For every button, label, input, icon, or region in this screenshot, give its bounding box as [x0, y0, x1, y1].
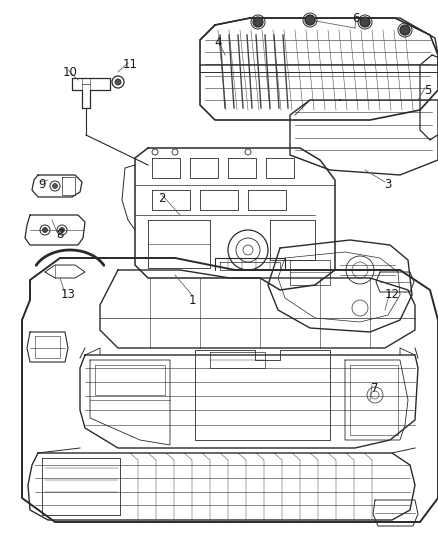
Circle shape: [400, 25, 410, 35]
Text: 8: 8: [57, 229, 64, 241]
Text: 5: 5: [424, 84, 432, 96]
Text: 10: 10: [63, 66, 78, 78]
Text: 11: 11: [123, 59, 138, 71]
Circle shape: [53, 183, 57, 189]
Circle shape: [253, 17, 263, 27]
Circle shape: [305, 15, 315, 25]
Text: 13: 13: [60, 288, 75, 302]
Text: 4: 4: [214, 36, 222, 49]
Circle shape: [60, 228, 64, 232]
Circle shape: [42, 228, 47, 232]
Text: 3: 3: [384, 179, 392, 191]
Text: 7: 7: [371, 382, 379, 394]
Text: 9: 9: [38, 179, 46, 191]
Text: 6: 6: [352, 12, 360, 25]
Circle shape: [360, 17, 370, 27]
Text: 12: 12: [385, 288, 399, 302]
Circle shape: [115, 79, 121, 85]
Text: 2: 2: [158, 191, 166, 205]
Text: 1: 1: [188, 294, 196, 306]
